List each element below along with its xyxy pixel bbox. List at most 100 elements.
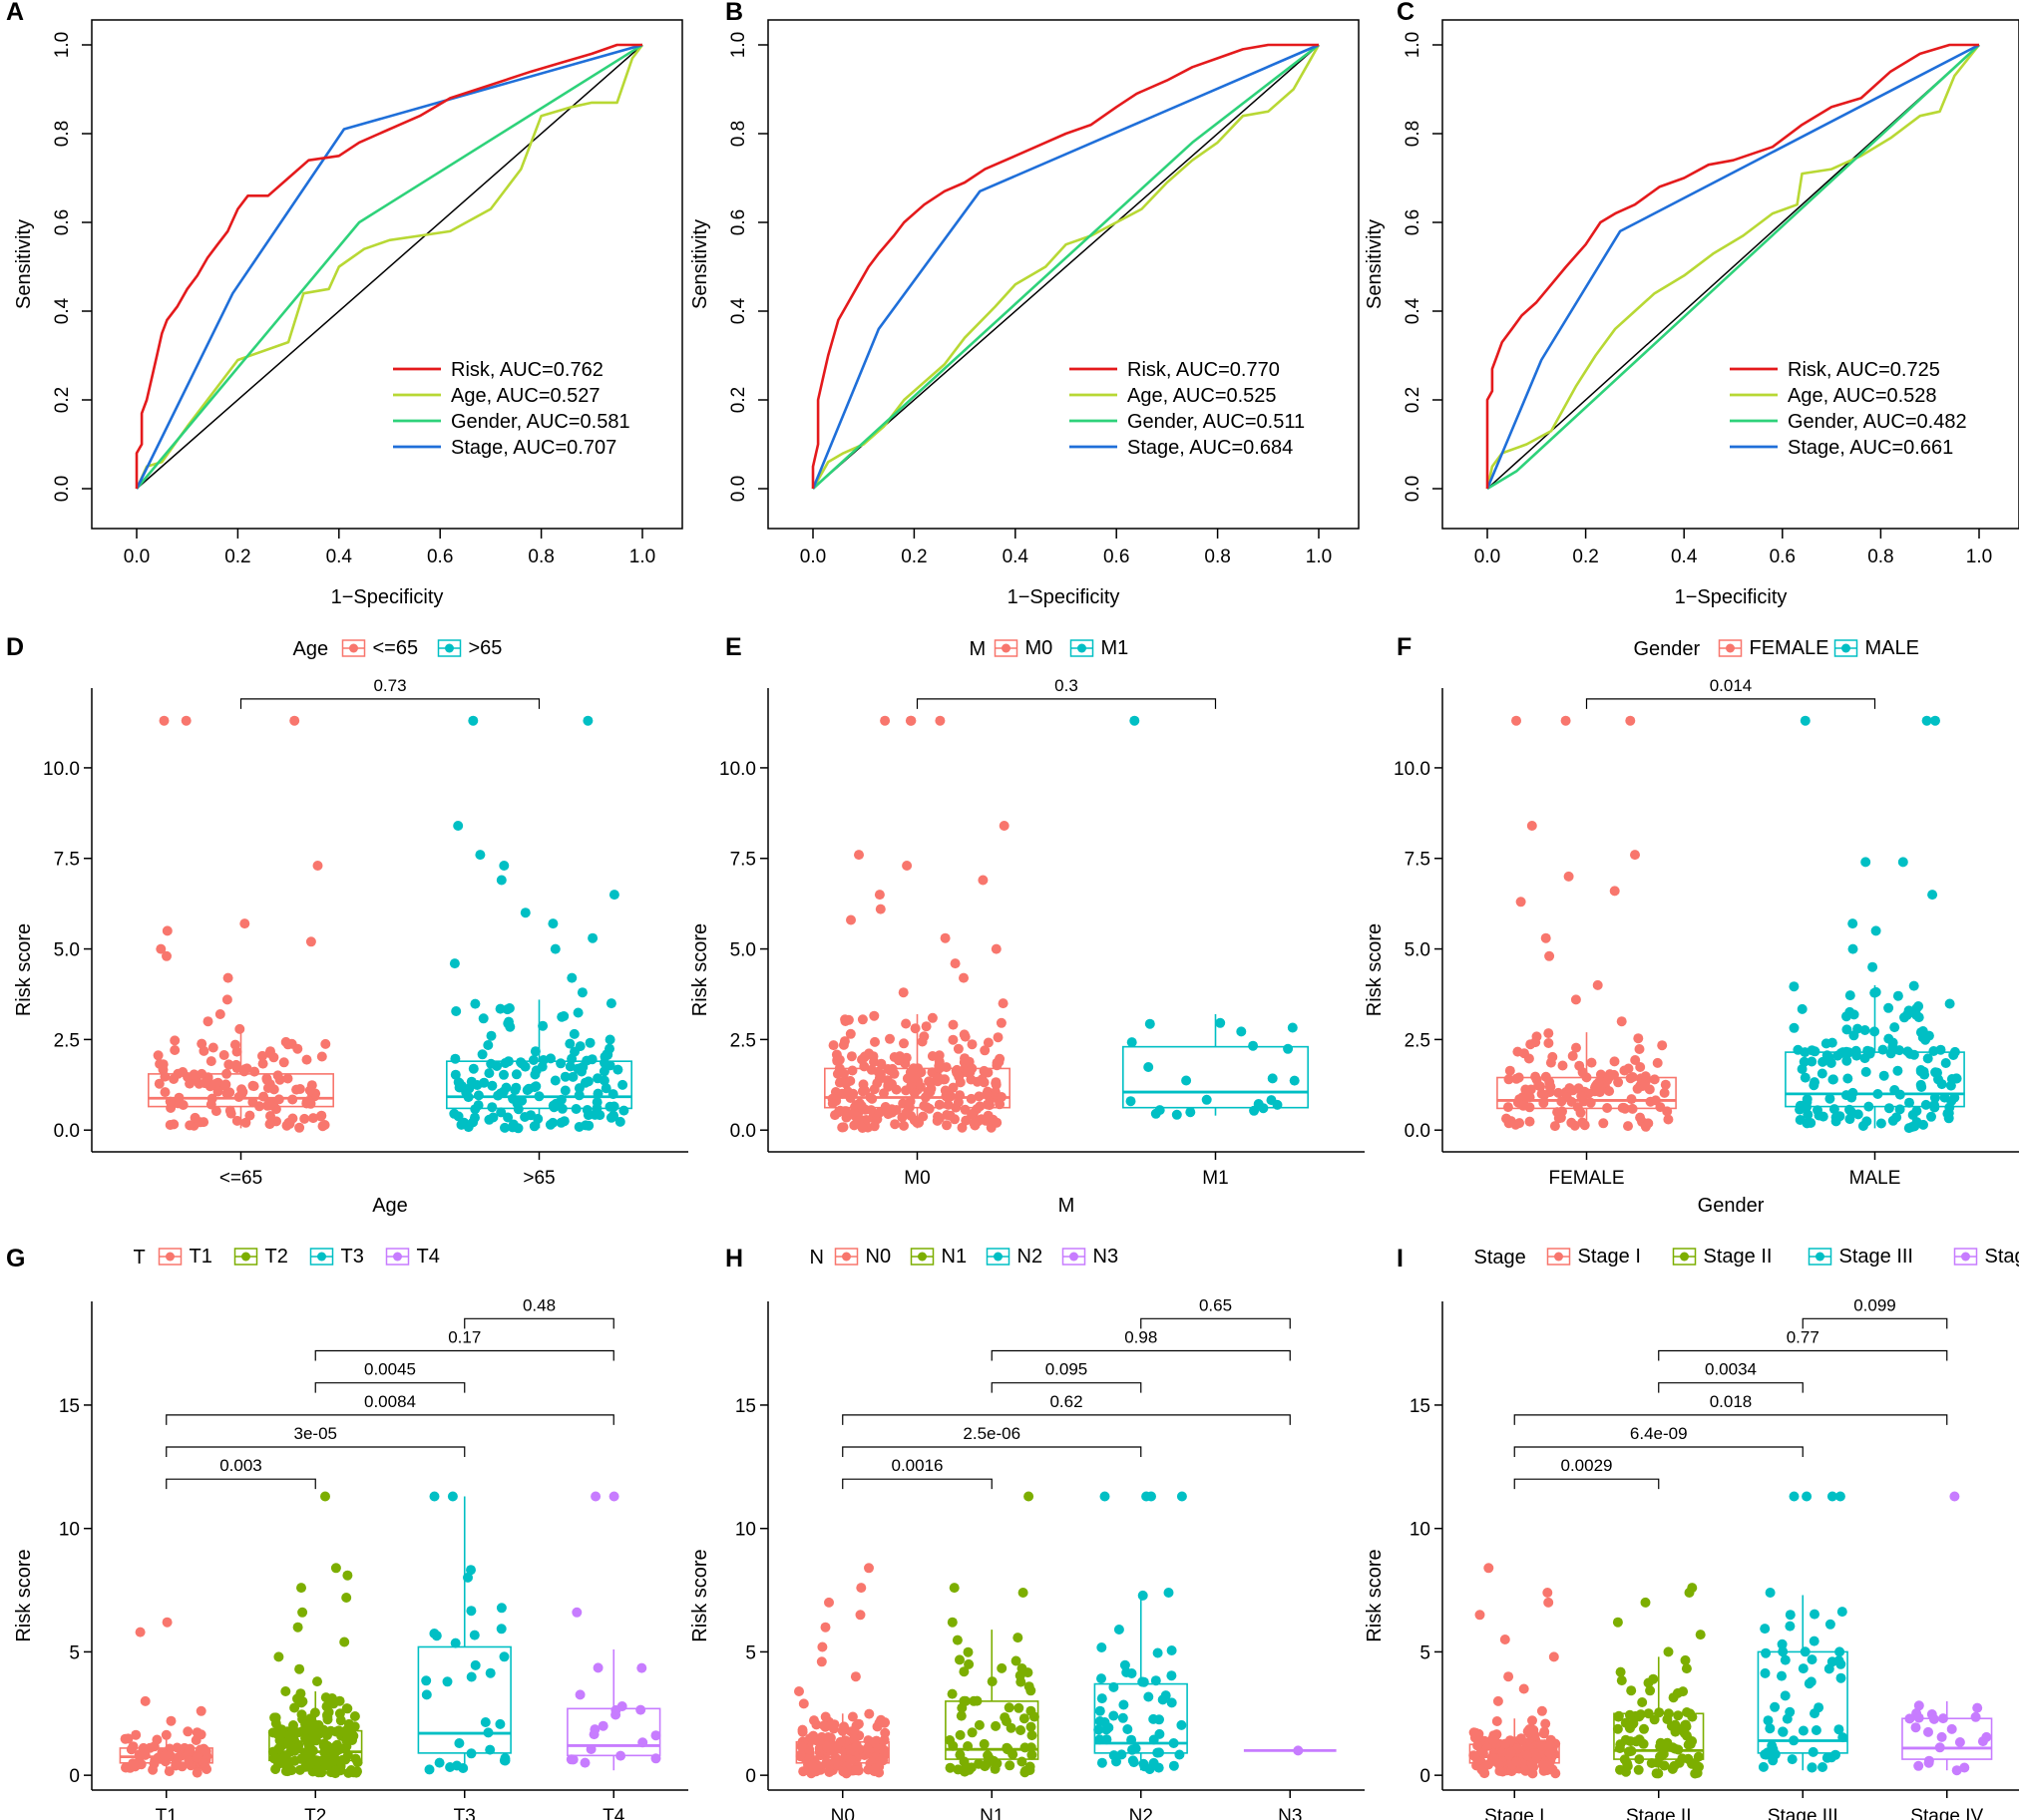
data-point bbox=[1810, 1609, 1819, 1620]
roc-line-gender bbox=[812, 43, 1320, 490]
data-point bbox=[1101, 1724, 1112, 1735]
x-tick-label: 0.4 bbox=[1003, 546, 1029, 567]
data-point bbox=[500, 1753, 511, 1764]
data-point bbox=[1166, 1645, 1177, 1655]
data-point bbox=[970, 1120, 981, 1131]
data-point bbox=[1778, 1726, 1789, 1737]
data-point bbox=[953, 1043, 964, 1054]
box-group-male bbox=[1785, 715, 1965, 1134]
y-tick-label: 10.0 bbox=[43, 759, 80, 780]
data-point bbox=[1936, 1731, 1947, 1742]
data-point bbox=[1948, 1050, 1959, 1060]
x-tick-label: 0.8 bbox=[1867, 546, 1893, 567]
roc-panel-b: B 0.0 0.0 0.2 0.2 0.4 0.4 0.6 0.6 0.8 0.8 1.0 1.0 1−S… bbox=[689, 0, 1360, 608]
data-point bbox=[1005, 1760, 1015, 1771]
data-point bbox=[1913, 1700, 1924, 1711]
panel-label: F bbox=[1397, 633, 1412, 661]
x-tick-label: 1.0 bbox=[1306, 546, 1332, 567]
data-point bbox=[1468, 1750, 1479, 1761]
data-point bbox=[479, 1077, 490, 1088]
data-point bbox=[291, 1084, 302, 1095]
data-point bbox=[885, 1033, 895, 1044]
data-point bbox=[840, 1014, 851, 1025]
data-point bbox=[346, 1728, 357, 1739]
outlier-point bbox=[1483, 1563, 1494, 1574]
data-point bbox=[249, 1066, 260, 1077]
data-point bbox=[1852, 1023, 1863, 1034]
outlier-point bbox=[162, 1617, 173, 1628]
data-point bbox=[1026, 1749, 1037, 1760]
data-point bbox=[1883, 1002, 1894, 1013]
legend-label: >65 bbox=[469, 637, 503, 659]
data-point bbox=[1096, 1757, 1107, 1768]
data-point bbox=[904, 1102, 915, 1113]
data-point bbox=[974, 1091, 985, 1102]
bracket-line bbox=[166, 1414, 614, 1425]
data-point bbox=[808, 1762, 819, 1773]
data-point bbox=[421, 1689, 432, 1700]
data-point bbox=[457, 1081, 468, 1092]
data-point bbox=[1763, 1715, 1774, 1726]
data-point bbox=[121, 1762, 131, 1773]
data-point bbox=[1483, 1759, 1494, 1770]
y-tick-label: 0.2 bbox=[52, 387, 73, 413]
data-point bbox=[282, 1039, 293, 1050]
data-point bbox=[1557, 1060, 1568, 1071]
data-point bbox=[1026, 1730, 1037, 1741]
data-point bbox=[556, 1058, 567, 1069]
data-point bbox=[636, 1662, 647, 1673]
p-value: 0.014 bbox=[1710, 676, 1753, 695]
outlier-point bbox=[1847, 943, 1858, 954]
data-point bbox=[328, 1698, 339, 1709]
y-tick-label: 7.5 bbox=[730, 850, 756, 871]
data-point bbox=[1013, 1702, 1024, 1713]
x-tick-label: 0.2 bbox=[901, 546, 927, 567]
box bbox=[1122, 1045, 1309, 1109]
outlier-point bbox=[1765, 1588, 1776, 1598]
x-tick-label: Stage IV bbox=[1910, 1806, 1983, 1820]
data-point bbox=[1113, 1625, 1124, 1635]
y-tick-label: 15 bbox=[735, 1396, 756, 1417]
data-point bbox=[1511, 1756, 1522, 1767]
data-point bbox=[1547, 1051, 1558, 1062]
data-point bbox=[312, 1764, 323, 1775]
data-point bbox=[528, 1055, 539, 1065]
data-point bbox=[1798, 1663, 1809, 1674]
data-point bbox=[891, 1105, 902, 1115]
outlier-point bbox=[1163, 1588, 1174, 1598]
outlier-point bbox=[453, 821, 464, 831]
data-point bbox=[316, 1051, 327, 1062]
data-point bbox=[967, 1727, 978, 1738]
data-point bbox=[164, 1766, 175, 1777]
data-point bbox=[221, 1068, 232, 1079]
data-point bbox=[1785, 1621, 1796, 1632]
outlier-point bbox=[496, 875, 507, 886]
data-point bbox=[857, 1123, 868, 1133]
outlier-point bbox=[429, 1491, 440, 1502]
data-point bbox=[1916, 1082, 1927, 1092]
data-point bbox=[1575, 1107, 1586, 1118]
data-point bbox=[1834, 1646, 1845, 1657]
data-point bbox=[530, 1046, 541, 1057]
p-value: 0.0045 bbox=[364, 1360, 416, 1379]
data-point bbox=[421, 1675, 432, 1686]
y-tick-label: 0.8 bbox=[52, 121, 73, 147]
significance-bracket: 0.014 bbox=[1585, 676, 1876, 709]
outlier-point bbox=[855, 1610, 866, 1621]
bracket-line bbox=[166, 1478, 316, 1490]
data-point bbox=[1249, 1105, 1260, 1116]
data-point bbox=[574, 1090, 585, 1101]
data-point bbox=[568, 1071, 579, 1082]
data-point bbox=[581, 1120, 592, 1131]
outlier-point bbox=[1515, 897, 1526, 908]
data-point bbox=[1553, 1087, 1564, 1098]
data-point bbox=[860, 1085, 871, 1096]
data-point bbox=[991, 1720, 1002, 1731]
p-value: 0.73 bbox=[373, 676, 406, 695]
data-point bbox=[979, 1738, 990, 1749]
data-point bbox=[1024, 1761, 1035, 1772]
data-point bbox=[1615, 1764, 1625, 1775]
x-axis-title: Age bbox=[372, 1195, 408, 1217]
data-point bbox=[890, 1119, 901, 1130]
data-point bbox=[607, 1089, 618, 1100]
